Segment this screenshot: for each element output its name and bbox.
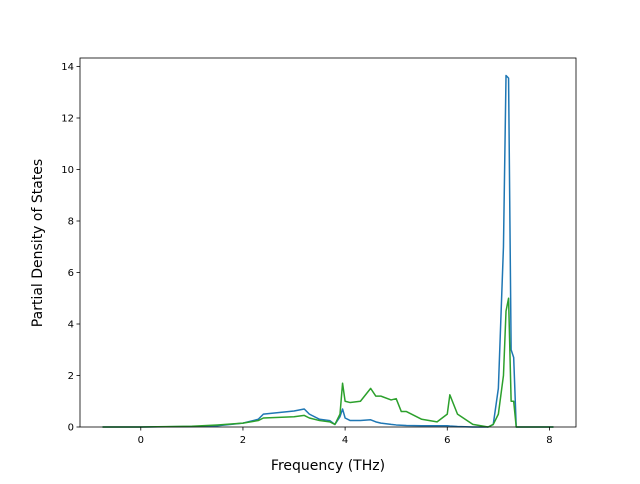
y-tick-label: 0 [68,423,74,434]
data-line [102,297,554,428]
x-axis-label: Frequency (THz) [271,458,385,474]
x-tick-label: 8 [546,435,552,446]
x-tick-label: 4 [342,435,348,446]
y-axis-label: Partial Density of States [30,159,46,327]
x-tick-label: 6 [444,435,450,446]
plot-frame [79,57,577,428]
x-tick-label: 2 [240,435,246,446]
x-tick-label: 0 [138,435,144,446]
y-tick-label: 12 [61,113,74,124]
y-tick-label: 4 [68,319,74,330]
y-tick-label: 2 [68,371,74,382]
data-line [102,74,554,428]
y-tick-label: 10 [61,165,74,176]
y-tick-label: 8 [68,216,74,227]
y-tick-label: 6 [68,268,74,279]
y-tick-label: 14 [61,62,74,73]
